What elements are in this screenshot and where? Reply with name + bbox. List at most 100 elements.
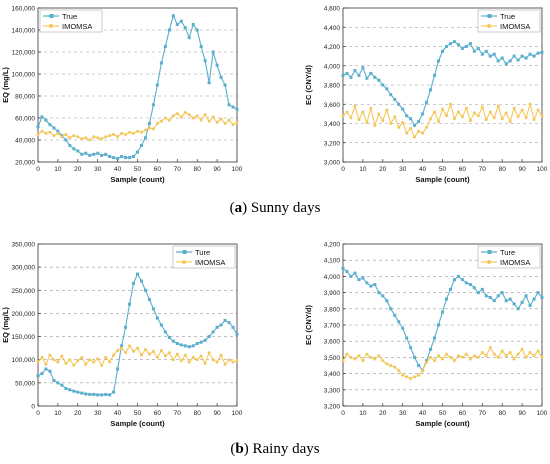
y-axis-label: EQ (mg/L) bbox=[1, 307, 10, 343]
data-point-true bbox=[72, 147, 76, 151]
data-point-imomsa bbox=[520, 347, 524, 351]
data-point-imomsa bbox=[143, 128, 147, 132]
x-tick-label: 50 bbox=[439, 166, 447, 173]
data-point-imomsa bbox=[84, 136, 88, 140]
data-point-imomsa bbox=[48, 353, 52, 357]
data-point-imomsa bbox=[223, 362, 227, 366]
data-point-imomsa bbox=[476, 114, 480, 118]
data-point-ture bbox=[488, 295, 492, 299]
data-point-true bbox=[143, 136, 147, 140]
data-point-imomsa bbox=[488, 110, 492, 114]
data-point-true bbox=[373, 75, 377, 79]
data-point-imomsa bbox=[124, 351, 128, 355]
y-tick-label: 100,000 bbox=[12, 72, 36, 79]
data-point-true bbox=[488, 54, 492, 58]
data-point-imomsa bbox=[175, 352, 179, 356]
y-tick-label: 80,000 bbox=[15, 94, 35, 101]
data-point-imomsa bbox=[448, 355, 452, 359]
x-tick-label: 30 bbox=[94, 166, 102, 173]
data-point-ture bbox=[36, 374, 40, 378]
legend-label: True bbox=[62, 12, 77, 21]
data-point-imomsa bbox=[496, 355, 500, 359]
data-point-ture bbox=[191, 344, 195, 348]
data-point-imomsa bbox=[393, 365, 397, 369]
data-point-true bbox=[112, 156, 116, 160]
data-point-ture bbox=[464, 281, 468, 285]
legend-label: IMOMSA bbox=[62, 22, 92, 31]
data-point-imomsa bbox=[36, 360, 40, 364]
data-point-imomsa bbox=[397, 368, 401, 372]
data-point-ture bbox=[448, 287, 452, 291]
data-point-imomsa bbox=[460, 355, 464, 359]
data-point-imomsa bbox=[484, 118, 488, 122]
data-point-true bbox=[179, 19, 183, 23]
data-point-imomsa bbox=[108, 134, 112, 138]
data-point-ture bbox=[100, 393, 104, 397]
data-point-imomsa bbox=[124, 133, 128, 136]
data-point-ture bbox=[72, 389, 76, 393]
data-point-imomsa bbox=[80, 137, 84, 141]
x-tick-label: 40 bbox=[114, 166, 122, 173]
x-tick-label: 60 bbox=[459, 166, 467, 173]
data-point-true bbox=[476, 46, 480, 50]
data-point-imomsa bbox=[425, 125, 429, 129]
data-point-imomsa bbox=[472, 354, 476, 358]
data-point-true bbox=[540, 50, 544, 54]
data-point-imomsa bbox=[433, 110, 437, 114]
y-tick-label: 3,900 bbox=[324, 290, 341, 297]
data-point-true bbox=[76, 149, 80, 153]
data-point-ture bbox=[444, 297, 448, 301]
data-point-imomsa bbox=[171, 114, 175, 118]
data-point-imomsa bbox=[199, 354, 203, 358]
data-point-ture bbox=[480, 287, 484, 291]
data-point-ture bbox=[413, 355, 417, 359]
data-point-true bbox=[128, 156, 132, 160]
data-point-true bbox=[405, 114, 409, 118]
data-point-imomsa bbox=[68, 136, 72, 140]
data-point-ture bbox=[373, 283, 377, 286]
data-point-ture bbox=[452, 278, 456, 282]
data-point-imomsa bbox=[211, 358, 215, 362]
data-point-imomsa bbox=[401, 121, 405, 125]
data-point-ture bbox=[231, 325, 235, 329]
data-point-ture bbox=[207, 335, 211, 339]
x-tick-label: 30 bbox=[399, 410, 407, 417]
data-point-imomsa bbox=[139, 130, 143, 134]
data-point-true bbox=[448, 42, 452, 46]
data-point-ture bbox=[147, 298, 151, 302]
data-point-imomsa bbox=[187, 360, 191, 364]
x-tick-label: 0 bbox=[36, 410, 40, 417]
y-tick-label: 200,000 bbox=[12, 311, 36, 318]
data-point-imomsa bbox=[413, 135, 417, 139]
x-tick-label: 0 bbox=[36, 166, 40, 173]
data-point-ture bbox=[472, 286, 476, 290]
data-point-imomsa bbox=[104, 355, 108, 359]
x-tick-label: 30 bbox=[399, 166, 407, 173]
data-point-true bbox=[64, 138, 68, 142]
data-point-imomsa bbox=[72, 134, 76, 138]
data-point-imomsa bbox=[155, 355, 159, 359]
data-point-ture bbox=[183, 344, 187, 348]
data-point-ture bbox=[357, 278, 361, 282]
data-point-ture bbox=[524, 294, 528, 298]
data-point-true bbox=[385, 87, 389, 91]
data-point-ture bbox=[484, 294, 488, 298]
data-point-ture bbox=[151, 307, 155, 311]
data-point-true bbox=[528, 52, 532, 56]
data-point-true bbox=[132, 155, 136, 158]
data-point-imomsa bbox=[456, 354, 460, 358]
data-point-imomsa bbox=[500, 349, 504, 353]
data-point-imomsa bbox=[187, 113, 191, 117]
data-point-imomsa bbox=[437, 120, 441, 124]
data-point-imomsa bbox=[76, 359, 80, 363]
data-point-imomsa bbox=[417, 129, 421, 133]
data-point-imomsa bbox=[512, 106, 516, 110]
data-point-true bbox=[211, 50, 215, 54]
legend-swatch-marker bbox=[487, 24, 491, 28]
chart-rainy-eq: 0 50,000 100,000 150,000 200,000 250,000 300,0… bbox=[1, 242, 243, 429]
data-point-imomsa bbox=[405, 375, 409, 379]
data-point-true bbox=[44, 118, 48, 122]
x-tick-label: 90 bbox=[518, 410, 526, 417]
data-point-imomsa bbox=[433, 359, 437, 363]
data-point-imomsa bbox=[84, 362, 88, 366]
